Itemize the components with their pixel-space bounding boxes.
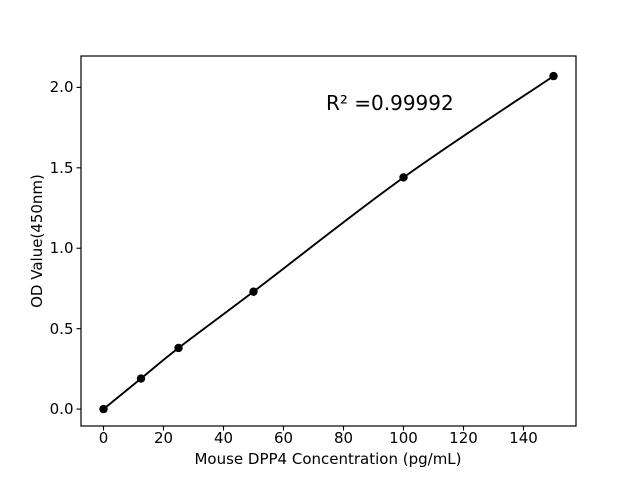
y-tick-label: 0.0	[49, 400, 74, 419]
data-point-marker	[399, 173, 408, 182]
r-squared-annotation: R² =0.99992	[326, 91, 454, 115]
y-tick-label: 1.0	[49, 239, 74, 258]
x-tick-label: 20	[153, 429, 174, 447]
y-tick-label: 2.0	[49, 78, 74, 97]
x-tick-label: 0	[98, 429, 109, 447]
data-point-marker	[249, 287, 258, 296]
y-tick-label: 1.5	[49, 158, 74, 177]
data-point-marker	[99, 404, 108, 414]
data-point-marker	[136, 374, 146, 383]
x-tick-label: 120	[449, 429, 478, 447]
axes-spines	[80, 55, 577, 427]
data-point-marker	[549, 71, 558, 81]
data-point-marker	[174, 343, 183, 353]
x-tick-label: 100	[389, 429, 418, 447]
x-tick-label: 40	[213, 429, 234, 447]
x-tick-label: 80	[333, 429, 354, 447]
y-axis-label: OD Value(450nm)	[28, 174, 46, 308]
x-axis-label: Mouse DPP4 Concentration (pg/mL)	[194, 450, 462, 468]
x-tick-label: 60	[273, 429, 294, 447]
x-tick-label: 140	[509, 429, 538, 447]
y-tick-label: 0.5	[49, 319, 74, 338]
fit-curve-line	[102, 75, 555, 411]
